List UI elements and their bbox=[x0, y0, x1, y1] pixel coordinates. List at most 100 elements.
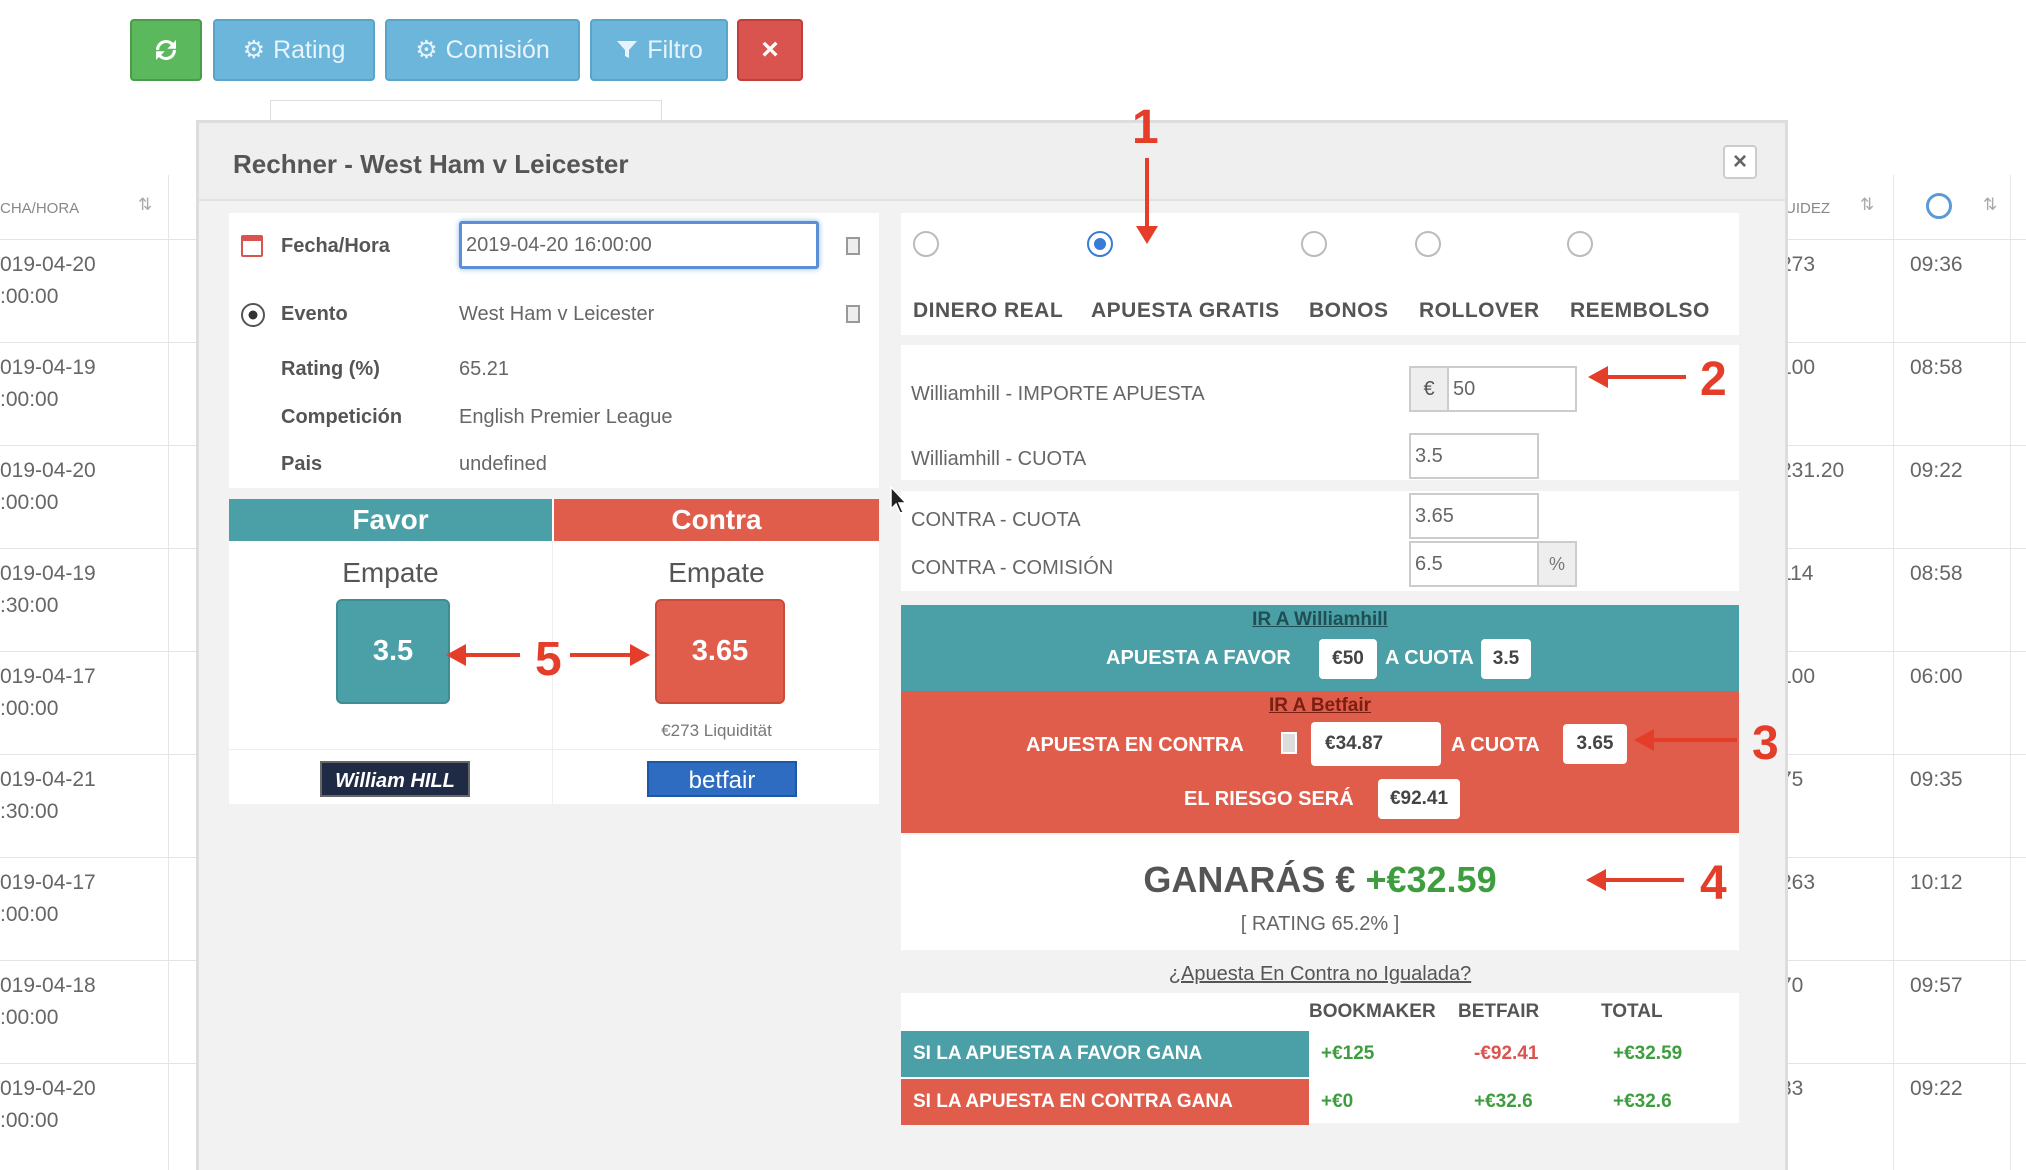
refresh-button[interactable] bbox=[130, 19, 202, 81]
row-date: 019-04-17 bbox=[0, 665, 96, 688]
rating-label: Rating (%) bbox=[281, 358, 380, 380]
annotation-arrowhead-5b bbox=[630, 644, 650, 666]
summary-total-value: +€32.59 bbox=[1613, 1043, 1683, 1064]
evento-label: Evento bbox=[281, 303, 348, 325]
annotation-arrow-2 bbox=[1606, 375, 1686, 379]
contra-stake-pill: €34.87 bbox=[1311, 722, 1441, 766]
summary-betfair-value: -€92.41 bbox=[1474, 1043, 1539, 1064]
unmatched-bet-link[interactable]: ¿Apuesta En Contra no Igualada? bbox=[1168, 963, 1472, 985]
row-divider bbox=[229, 749, 879, 750]
annotation-arrowhead-4 bbox=[1586, 869, 1606, 891]
contra-odds-button[interactable]: 3.65 bbox=[655, 599, 785, 704]
cuota-input[interactable]: 3.5 bbox=[1409, 433, 1539, 479]
mode-label[interactable]: BONOS bbox=[1309, 299, 1389, 322]
rating-button-label: Rating bbox=[273, 35, 346, 64]
mouse-cursor bbox=[890, 486, 908, 514]
profit-label: GANARÁS € bbox=[1143, 859, 1356, 900]
mode-label[interactable]: REEMBOLSO bbox=[1570, 299, 1710, 322]
summary-bookmaker-value: +€125 bbox=[1321, 1043, 1375, 1064]
summary-table: BOOKMAKER BETFAIR TOTAL SI LA APUESTA A FA… bbox=[901, 993, 1739, 1125]
favor-cuota-text: A CUOTA bbox=[1385, 647, 1474, 669]
competicion-value: English Premier League bbox=[459, 406, 673, 428]
row-time: :00:00 bbox=[0, 1109, 59, 1132]
mode-radio-dinero-real[interactable] bbox=[913, 231, 939, 257]
favor-selection: Empate bbox=[342, 557, 439, 588]
row-date: 019-04-20 bbox=[0, 253, 96, 276]
sort-icon[interactable]: ⇅ bbox=[1860, 195, 1875, 214]
row-time: :00:00 bbox=[0, 285, 59, 308]
row-date: 019-04-18 bbox=[0, 974, 96, 997]
contra-comision-input[interactable]: 6.5 bbox=[1409, 541, 1539, 587]
mode-panel: DINERO REAL APUESTA GRATIS BONOS ROLLOVER RE… bbox=[901, 213, 1739, 335]
competicion-label: Competición bbox=[281, 406, 403, 428]
close-icon: × bbox=[761, 33, 779, 66]
gears-icon: ⚙ bbox=[415, 36, 438, 64]
col-divider bbox=[2010, 175, 2011, 1170]
row-hour: 09:57 bbox=[1910, 974, 1963, 997]
row-hour: 08:58 bbox=[1910, 562, 1963, 585]
comision-button[interactable]: ⚙ Comisión bbox=[385, 19, 580, 81]
row-liquidity: 114 bbox=[1780, 562, 1814, 585]
mode-label[interactable]: ROLLOVER bbox=[1419, 299, 1540, 322]
search-box-edge bbox=[270, 100, 662, 120]
modal-header: Rechner - West Ham v Leicester × bbox=[199, 123, 1785, 201]
mode-label[interactable]: APUESTA GRATIS bbox=[1091, 299, 1280, 322]
annotation-arrow-5a bbox=[464, 653, 520, 657]
contra-text: APUESTA EN CONTRA bbox=[1026, 734, 1244, 756]
williamhill-link[interactable]: IR A Williamhill bbox=[1252, 609, 1388, 630]
mode-radio-rollover[interactable] bbox=[1415, 231, 1441, 257]
favor-odds-button[interactable]: 3.5 bbox=[336, 599, 450, 704]
row-liquidity: 273 bbox=[1780, 253, 1816, 276]
row-date: 019-04-20 bbox=[0, 459, 96, 482]
annotation-4: 4 bbox=[1700, 857, 1727, 910]
contra-cuota-input[interactable]: 3.65 bbox=[1409, 493, 1539, 539]
row-hour: 06:00 bbox=[1910, 665, 1963, 688]
row-liquidity: 263 bbox=[1780, 871, 1816, 894]
row-hour: 08:58 bbox=[1910, 356, 1963, 379]
annotation-arrow-4 bbox=[1604, 878, 1684, 882]
odds-panel: Favor Contra Empate Empate 3.5 3.65 €273… bbox=[229, 499, 879, 804]
copy-icon[interactable] bbox=[846, 305, 860, 323]
mode-label[interactable]: DINERO REAL bbox=[913, 299, 1064, 322]
william-hill-logo[interactable]: William HILL bbox=[320, 761, 470, 797]
modal-close-button[interactable]: × bbox=[1723, 145, 1757, 179]
summary-header: TOTAL bbox=[1601, 1001, 1663, 1022]
annotation-2: 2 bbox=[1700, 353, 1727, 406]
evento-value: West Ham v Leicester bbox=[459, 303, 655, 325]
annotation-arrowhead-1 bbox=[1136, 226, 1158, 244]
mode-radio-apuesta-gratis[interactable] bbox=[1087, 231, 1113, 257]
row-time: :30:00 bbox=[0, 594, 59, 617]
filter-icon bbox=[617, 41, 638, 58]
sort-icon[interactable]: ⇅ bbox=[1983, 195, 1998, 214]
calendar-icon bbox=[241, 235, 263, 257]
rating-button[interactable]: ⚙ Rating bbox=[213, 19, 375, 81]
summary-bookmaker-value: +€0 bbox=[1321, 1091, 1354, 1112]
mode-radio-bonos[interactable] bbox=[1301, 231, 1327, 257]
contra-liquidity: €273 Liquidität bbox=[661, 721, 772, 740]
filtro-button-label: Filtro bbox=[647, 35, 703, 64]
row-hour: 09:36 bbox=[1910, 253, 1963, 276]
profit-value: +€32.59 bbox=[1365, 859, 1497, 900]
risk-pill: €92.41 bbox=[1378, 779, 1460, 819]
cuota-label: Williamhill - CUOTA bbox=[911, 448, 1087, 470]
filtro-button[interactable]: Filtro bbox=[590, 19, 728, 81]
copy-icon[interactable] bbox=[846, 237, 860, 255]
contra-instruction-box: IR A Betfair APUESTA EN CONTRA €34.87 A … bbox=[901, 691, 1739, 833]
importe-input[interactable]: 50 bbox=[1447, 366, 1577, 412]
sort-icon[interactable]: ⇅ bbox=[138, 195, 153, 214]
mode-radio-reembolso[interactable] bbox=[1567, 231, 1593, 257]
importe-label: Williamhill - IMPORTE APUESTA bbox=[911, 383, 1205, 405]
fecha-input[interactable]: 2019-04-20 16:00:00 bbox=[459, 221, 819, 269]
summary-total-value: +€32.6 bbox=[1613, 1091, 1672, 1112]
summary-betfair-value: +€32.6 bbox=[1474, 1091, 1533, 1112]
clear-button[interactable]: × bbox=[737, 19, 803, 81]
contra-odds-pill: 3.65 bbox=[1563, 724, 1627, 764]
row-time: :30:00 bbox=[0, 800, 59, 823]
event-info-panel: Fecha/Hora 2019-04-20 16:00:00 Evento We… bbox=[229, 213, 879, 488]
betfair-logo[interactable]: betfair bbox=[647, 761, 797, 797]
betfair-link[interactable]: IR A Betfair bbox=[1268, 695, 1372, 716]
row-hour: 09:22 bbox=[1910, 459, 1963, 482]
annotation-arrowhead-5a bbox=[446, 644, 466, 666]
rechner-modal: Rechner - West Ham v Leicester × Fecha/H… bbox=[196, 120, 1788, 1170]
copy-icon[interactable] bbox=[1281, 732, 1297, 754]
